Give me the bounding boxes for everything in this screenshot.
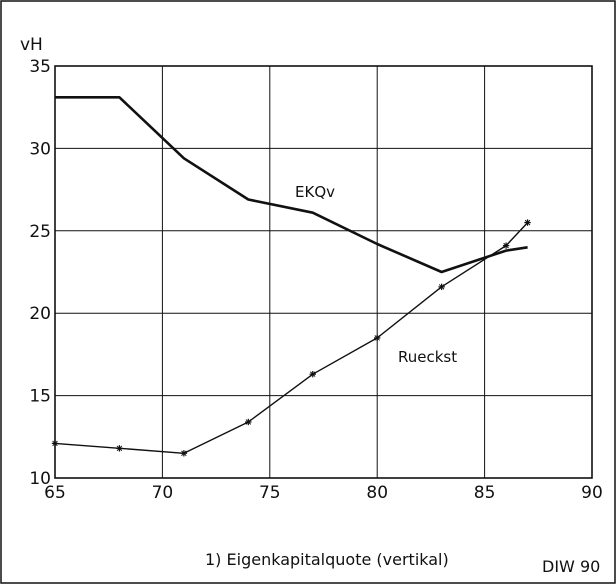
y-tick-label: 15 bbox=[29, 387, 51, 407]
data-point-rueckst bbox=[524, 219, 531, 226]
marker-stroke bbox=[524, 219, 531, 226]
tick-labels: 65 70 75 80 85 90 10 15 20 25 30 35 bbox=[29, 57, 602, 503]
data-point-rueckst bbox=[374, 334, 381, 342]
marker-stroke bbox=[116, 445, 123, 452]
y-axis-label: vH bbox=[20, 35, 43, 55]
x-tick-label: 75 bbox=[259, 483, 281, 503]
y-tick-label: 20 bbox=[29, 304, 51, 324]
marker-stroke bbox=[52, 440, 58, 447]
data-point-rueckst bbox=[51, 440, 59, 447]
marker-stroke bbox=[503, 242, 509, 249]
plot-frame bbox=[54, 65, 593, 479]
series-label-ekqv: EKQv bbox=[295, 183, 335, 201]
x-tick-label: 85 bbox=[474, 483, 496, 503]
marker-stroke bbox=[374, 335, 380, 341]
x-tick-label: 90 bbox=[581, 483, 603, 503]
marker-stroke bbox=[245, 419, 252, 425]
footnote: 1) Eigenkapitalquote (vertikal) bbox=[205, 550, 449, 569]
x-tick-label: 65 bbox=[44, 483, 66, 503]
source-label: DIW 90 bbox=[542, 557, 600, 576]
marker-stroke bbox=[310, 371, 316, 377]
marker-stroke bbox=[438, 284, 445, 290]
data-point-rueckst bbox=[245, 418, 252, 426]
series-label-rueckst: Rueckst bbox=[398, 348, 457, 366]
x-tick-label: 80 bbox=[366, 483, 388, 503]
data-point-rueckst bbox=[309, 370, 316, 378]
y-tick-label: 35 bbox=[29, 57, 51, 77]
data-point-rueckst bbox=[116, 445, 123, 452]
marker-stroke bbox=[181, 450, 187, 457]
x-tick-label: 70 bbox=[152, 483, 174, 503]
data-point-rueckst bbox=[180, 450, 188, 457]
y-tick-label: 30 bbox=[29, 139, 51, 159]
series bbox=[51, 96, 531, 457]
series-line-ekqv bbox=[55, 96, 528, 274]
y-tick-label: 25 bbox=[29, 222, 51, 242]
grid bbox=[55, 66, 592, 478]
data-point-rueckst bbox=[438, 283, 445, 291]
y-tick-label: 10 bbox=[29, 469, 51, 489]
series-line-rueckst bbox=[54, 222, 529, 454]
data-point-rueckst bbox=[502, 242, 510, 249]
